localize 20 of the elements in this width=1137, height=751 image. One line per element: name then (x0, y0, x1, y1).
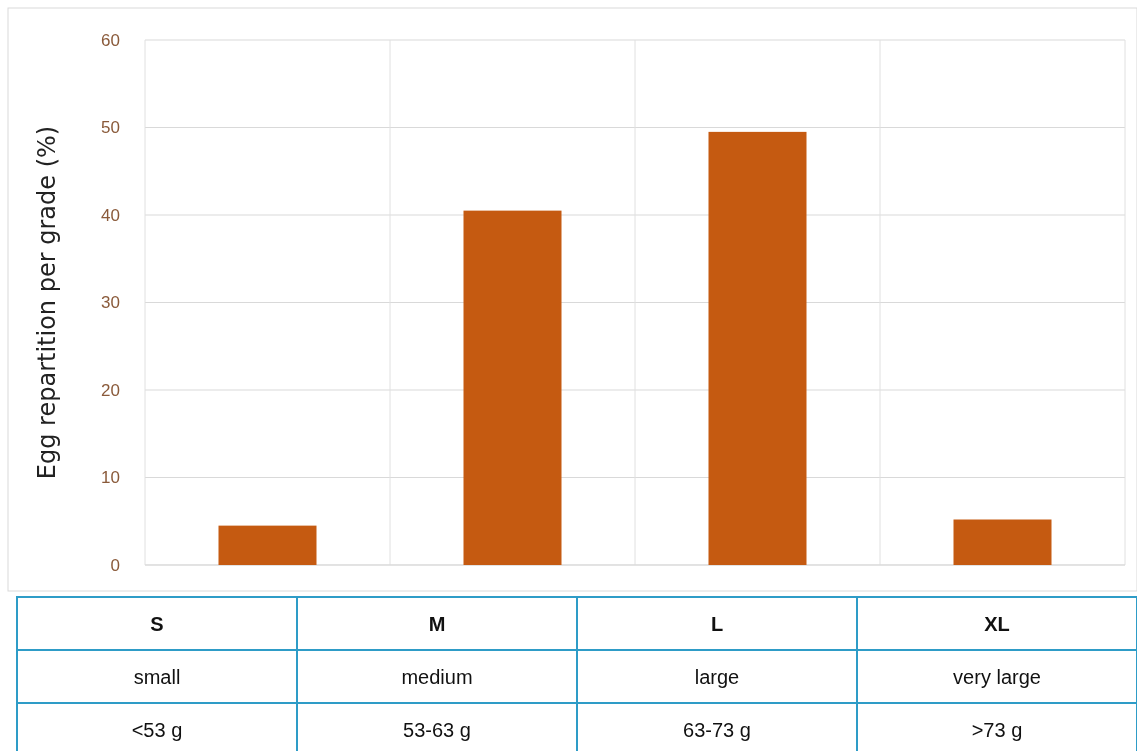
x-tick-label: L (710, 612, 724, 635)
text: very large (953, 665, 1041, 688)
text: <53 g (131, 718, 183, 741)
y-tick-label: 50 (101, 118, 120, 138)
x-tick-label: XL (984, 612, 1010, 635)
y-tick-label: 10 (101, 468, 120, 488)
text: >73 g (971, 718, 1023, 741)
y-tick-label: 0 (110, 555, 120, 575)
text: large (694, 665, 740, 688)
y-tick-label: 40 (101, 205, 120, 225)
text: medium (401, 665, 473, 688)
text: 53-63 g (403, 718, 471, 741)
text: 63-73 g (683, 718, 751, 741)
x-tick-label: M (428, 612, 446, 635)
x-tick-label: S (150, 612, 164, 635)
y-tick-label: 30 (101, 293, 120, 313)
y-tick-label: 60 (101, 30, 120, 50)
y-axis-title: Egg repartition per grade (%) (33, 125, 61, 480)
y-tick-label: 20 (101, 380, 120, 400)
text: small (133, 665, 181, 688)
